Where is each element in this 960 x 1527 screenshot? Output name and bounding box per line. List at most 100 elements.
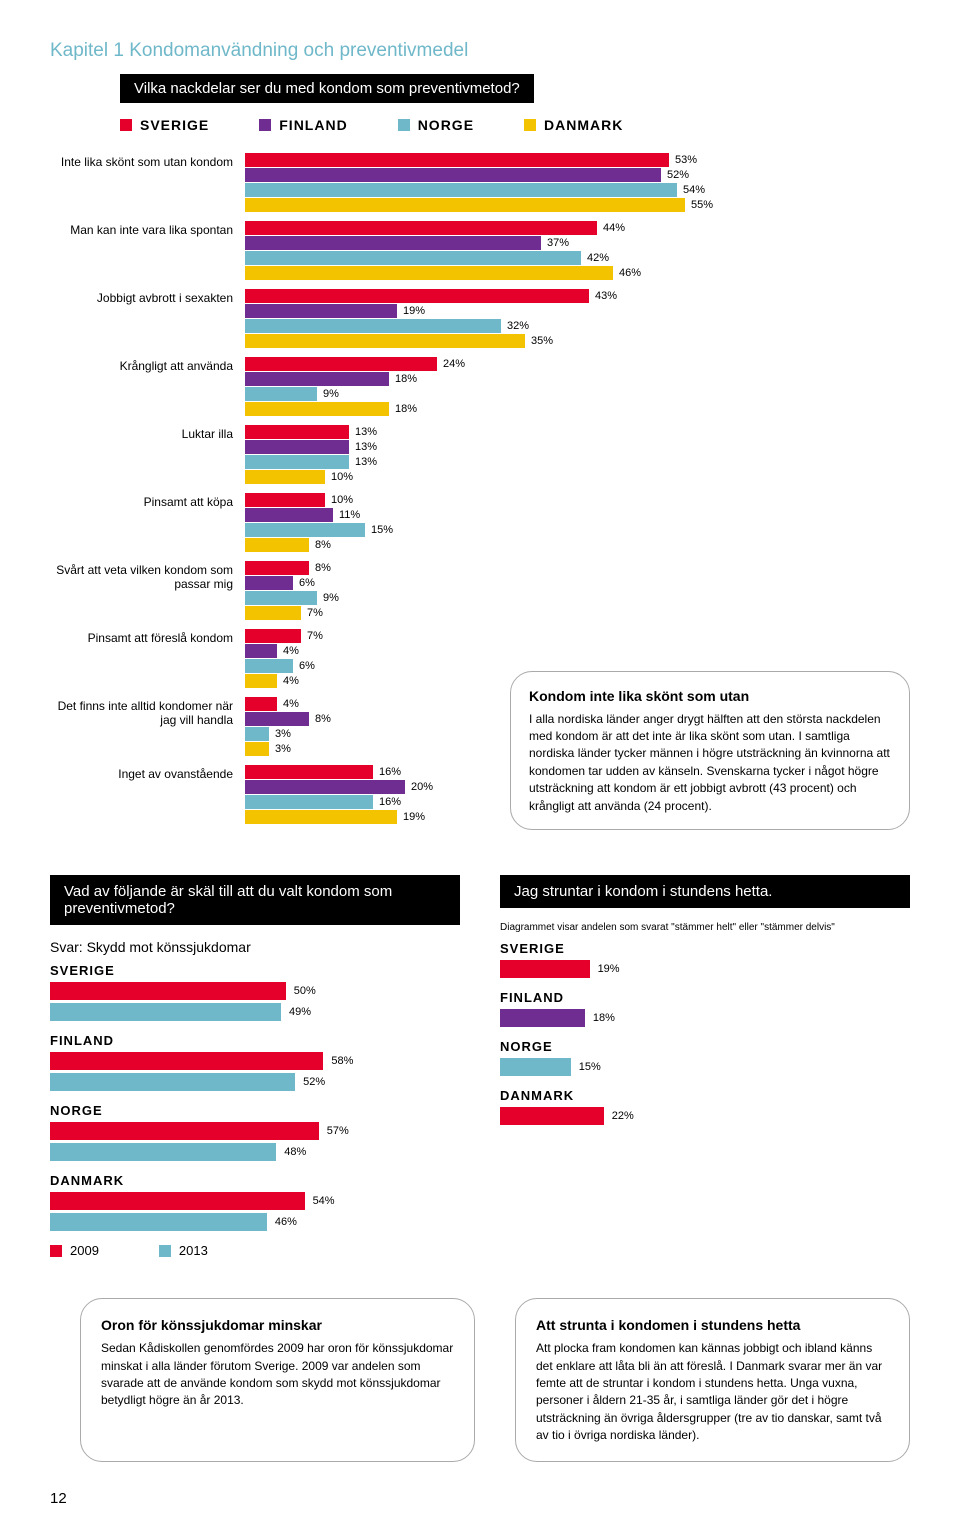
callout-3-body: Att plocka fram kondomen kan kännas jobb… [536, 1340, 889, 1444]
chart1-bar-row: 8% [245, 538, 910, 552]
legend-item: SVERIGE [120, 117, 209, 133]
chart1-bar [245, 810, 397, 824]
chart1-category-label: Luktar illa [50, 425, 245, 485]
chart3-bar [500, 960, 590, 978]
chart1-bar [245, 357, 437, 371]
chart3-bar-row: 22% [500, 1107, 910, 1125]
legend-countries: SVERIGEFINLANDNORGEDANMARK [120, 117, 910, 133]
chart1-bar-row: 4% [245, 644, 910, 658]
chart1-bar-value: 4% [283, 675, 299, 687]
chart1-category-label: Krångligt att använda [50, 357, 245, 417]
page-number: 12 [50, 1490, 910, 1507]
chart1-bar-value: 55% [691, 199, 713, 211]
chart1-category: Pinsamt att köpa10%11%15%8% [50, 493, 910, 553]
chart3-country: SVERIGE19% [500, 941, 910, 978]
chart1-bar-value: 54% [683, 184, 705, 196]
callout-2-title: Oron för könssjukdomar minskar [101, 1315, 454, 1335]
chart1-bar [245, 591, 317, 605]
chart1-bar-row: 53% [245, 153, 910, 167]
col-right: Jag struntar i kondom i stundens hetta. … [500, 875, 910, 1288]
chart1-bar-row: 37% [245, 236, 910, 250]
chart1-bar [245, 508, 333, 522]
chart1-bar [245, 183, 677, 197]
chart1-bars: 8%6%9%7% [245, 561, 910, 621]
legend-swatch [524, 119, 536, 131]
chart1-category-label: Inte lika skönt som utan kondom [50, 153, 245, 213]
chart1-bar [245, 372, 389, 386]
chart2-bar-row: 50% [50, 982, 460, 1000]
callout-3: Att strunta i kondomen i stundens hetta … [515, 1298, 910, 1462]
chart1-bar-value: 6% [299, 660, 315, 672]
chart2-bar [50, 982, 286, 1000]
chart1-bars: 44%37%42%46% [245, 221, 910, 281]
chart2-country-label: DANMARK [50, 1173, 460, 1188]
chart1-bar-value: 3% [275, 728, 291, 740]
chart1-bar-value: 44% [603, 222, 625, 234]
chart1-bar-row: 13% [245, 425, 910, 439]
chart1-bar-value: 9% [323, 388, 339, 400]
chart1-bar-row: 15% [245, 523, 910, 537]
chart3-country-label: DANMARK [500, 1088, 910, 1103]
chart1-bar [245, 576, 293, 590]
chart1-bar-value: 11% [339, 509, 360, 521]
chart1-bars: 24% 18% 9% 18% [245, 357, 910, 417]
chart3-bar-row: 19% [500, 960, 910, 978]
chart1-bar-value: 53% [675, 154, 697, 166]
chart2-bar [50, 1213, 267, 1231]
chart3-country: NORGE15% [500, 1039, 910, 1076]
chart2-bar-value: 54% [313, 1195, 335, 1207]
chart3-bar-value: 22% [612, 1110, 634, 1122]
chart1-bar-row: 13% [245, 455, 910, 469]
chart3-bar-row: 18% [500, 1009, 910, 1027]
legend-label: DANMARK [544, 117, 623, 133]
chart1-bar-value: 9% [323, 592, 339, 604]
lower-callouts: Oron för könssjukdomar minskar Sedan Kåd… [50, 1298, 910, 1462]
chart1-bar [245, 674, 277, 688]
chart1-bar-row: 19% [245, 304, 910, 318]
chapter-heading: Kapitel 1 Kondomanvändning och preventiv… [50, 40, 910, 62]
chart1-bars: 10% 11% 15%8% [245, 493, 910, 553]
chart1-bar [245, 425, 349, 439]
chart1-bars: 43%19%32%35% [245, 289, 910, 349]
chart1-bar-row: 11% [245, 508, 910, 522]
chart1-bar-row: 18% [245, 402, 910, 416]
chart1-bar-row: 10% [245, 493, 910, 507]
chart1-bar-value: 8% [315, 562, 331, 574]
legend-swatch [259, 119, 271, 131]
chart1-bar-value: 20% [411, 781, 433, 793]
legend-label: SVERIGE [140, 117, 209, 133]
chart1-bar-row: 24% [245, 357, 910, 371]
chart1-bar-value: 24% [443, 358, 465, 370]
callout-1-title: Kondom inte lika skönt som utan [529, 686, 891, 706]
chart-2: SVERIGE50%49%FINLAND58%52%NORGE57%48%DAN… [50, 963, 460, 1231]
question-3: Jag struntar i kondom i stundens hetta. [500, 875, 910, 908]
year-2013: 2013 [159, 1243, 208, 1258]
chart1-bar [245, 168, 661, 182]
chart2-bar-row: 49% [50, 1003, 460, 1021]
chart1-bar-value: 7% [307, 630, 323, 642]
chart2-bar-value: 52% [303, 1076, 325, 1088]
chart3-country: FINLAND18% [500, 990, 910, 1027]
callout-2-body: Sedan Kådiskollen genomfördes 2009 har o… [101, 1340, 454, 1410]
chart1-bar-value: 37% [547, 237, 569, 249]
chart1-bar-value: 19% [403, 811, 425, 823]
chart2-bar-row: 46% [50, 1213, 460, 1231]
chart2-bar-row: 52% [50, 1073, 460, 1091]
chart2-bar-row: 54% [50, 1192, 460, 1210]
chart3-country: DANMARK 22% [500, 1088, 910, 1125]
chapter-title-text: Kondomanvändning och preventivmedel [129, 40, 468, 61]
chart2-bar-value: 50% [294, 985, 316, 997]
legend-item: DANMARK [524, 117, 623, 133]
chart1-bar-row: 32% [245, 319, 910, 333]
chart1-bar-row: 55% [245, 198, 910, 212]
chart1-bar-value: 4% [283, 698, 299, 710]
swatch-2013 [159, 1245, 171, 1257]
legend-label: FINLAND [279, 117, 347, 133]
chart2-bar-value: 49% [289, 1006, 311, 1018]
chart1-bar-value: 4% [283, 645, 299, 657]
chart1-bar-value: 18% [395, 403, 417, 415]
chart2-country: NORGE57%48% [50, 1103, 460, 1161]
chapter-prefix: Kapitel 1 [50, 40, 124, 61]
chart1-bar-value: 46% [619, 267, 641, 279]
chart1-bar-row: 18% [245, 372, 910, 386]
